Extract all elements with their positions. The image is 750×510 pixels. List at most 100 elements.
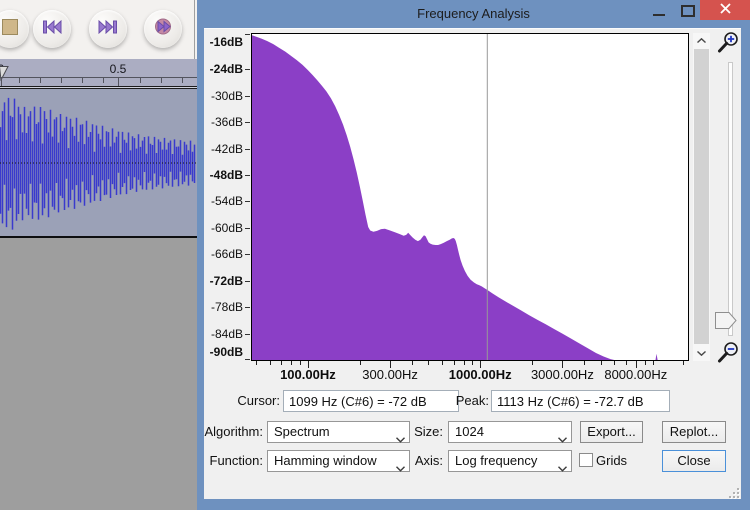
magnifier-minus-icon xyxy=(718,342,738,363)
playhead-marker[interactable] xyxy=(0,66,9,86)
frequency-analysis-dialog: Frequency Analysis -16dB -24dB -30dB -36dB -… xyxy=(197,0,750,510)
frequency-axis-tick xyxy=(625,361,627,365)
workspace-background xyxy=(0,238,197,510)
zoom-slider-thumb[interactable] xyxy=(715,312,737,329)
db-axis-tick xyxy=(245,280,250,282)
frequency-axis-tick xyxy=(614,361,616,365)
spectrum-chart xyxy=(252,34,688,360)
db-axis-label: -84dB xyxy=(210,326,243,341)
db-axis-tick xyxy=(245,174,250,176)
close-icon xyxy=(719,1,731,19)
chevron-down-icon xyxy=(558,458,567,478)
frequency-axis-label: 300.00Hz xyxy=(362,367,418,382)
db-axis-tick xyxy=(245,227,250,229)
timeline-ruler[interactable]: 0 0.5 xyxy=(0,59,197,89)
db-axis-label: -36dB xyxy=(210,115,243,130)
skip-to-end-icon xyxy=(98,19,118,39)
db-axis-label: -60dB xyxy=(210,220,243,235)
zoom-slider-track[interactable] xyxy=(728,62,733,336)
ruler-major-tick xyxy=(1,78,2,87)
resize-grip[interactable] xyxy=(725,486,741,500)
chevron-down-icon xyxy=(697,351,706,356)
size-select[interactable]: 1024 xyxy=(448,421,572,443)
track-bottom-border xyxy=(0,236,197,238)
axis-select[interactable]: Log frequency xyxy=(448,450,572,472)
db-axis-label: -24dB xyxy=(209,62,243,77)
db-axis-label: -66dB xyxy=(210,247,243,262)
minimize-button[interactable] xyxy=(644,0,673,21)
close-button[interactable]: Close xyxy=(662,450,726,472)
track-border xyxy=(0,87,197,88)
frequency-axis-tick xyxy=(453,361,455,365)
frequency-axis-tick xyxy=(480,361,482,368)
frequency-axis-tick xyxy=(472,361,474,365)
ruler-tick xyxy=(161,78,162,83)
skip-to-end-button[interactable] xyxy=(89,10,127,48)
frequency-axis-label: 8000.00Hz xyxy=(604,367,668,382)
frequency-axis-tick xyxy=(359,361,361,365)
magnifier-plus-icon xyxy=(718,32,738,53)
db-axis-tick xyxy=(245,254,250,256)
axis-label: Axis: xyxy=(414,453,443,468)
maximize-icon xyxy=(680,4,695,17)
frequency-axis-tick xyxy=(307,361,309,368)
function-select[interactable]: Hamming window xyxy=(267,450,410,472)
skip-to-start-button[interactable] xyxy=(33,10,71,48)
replot-button[interactable]: Replot... xyxy=(662,421,726,443)
frequency-axis-tick xyxy=(256,361,257,365)
frequency-axis-tick xyxy=(682,361,684,365)
zoom-out-button[interactable] xyxy=(716,340,742,366)
frequency-axis-tick xyxy=(291,361,293,365)
algorithm-value: Spectrum xyxy=(274,424,330,439)
cursor-value-field[interactable] xyxy=(283,390,459,412)
stop-icon xyxy=(1,18,19,41)
frequency-axis-tick xyxy=(281,361,283,365)
db-axis-tick xyxy=(245,359,250,360)
db-axis-tick xyxy=(245,122,250,124)
db-axis-tick xyxy=(245,307,250,309)
track-border xyxy=(0,88,197,89)
waveform-track[interactable] xyxy=(0,89,197,236)
dialog-content: -16dB -24dB -30dB -36dB -42dB -48dB -54dB -60dB… xyxy=(204,28,741,499)
plot-scrollbar[interactable] xyxy=(693,33,710,361)
ruler-tick xyxy=(61,78,62,83)
algorithm-label: Algorithm: xyxy=(204,424,263,439)
db-axis-tick xyxy=(245,69,250,71)
frequency-axis-tick xyxy=(584,361,585,365)
db-axis-tick xyxy=(245,95,250,97)
record-button[interactable] xyxy=(144,10,182,48)
db-axis-label: -42dB xyxy=(210,141,243,156)
db-axis-label: -48dB xyxy=(209,167,243,182)
frequency-axis-tick xyxy=(442,361,443,365)
algorithm-select[interactable]: Spectrum xyxy=(267,421,410,443)
grids-checkbox[interactable] xyxy=(579,453,593,467)
frequency-axis-tick xyxy=(390,361,392,368)
export-button[interactable]: Export... xyxy=(580,421,643,443)
db-axis-tick xyxy=(245,201,250,203)
db-axis-label: -30dB xyxy=(210,88,243,103)
zoom-in-button[interactable] xyxy=(716,30,742,56)
chevron-down-icon xyxy=(396,458,405,478)
db-axis-label: -78dB xyxy=(210,300,243,315)
scroll-up-button[interactable] xyxy=(693,33,710,48)
frequency-axis-tick xyxy=(562,361,564,368)
scroll-thumb[interactable] xyxy=(694,49,709,344)
frequency-axis-tick xyxy=(635,361,637,368)
ruler-tick xyxy=(19,78,20,83)
frequency-axis-tick xyxy=(532,361,534,365)
function-value: Hamming window xyxy=(274,453,377,468)
toolbar-divider xyxy=(194,0,195,59)
frequency-axis-tick xyxy=(300,361,301,365)
scroll-down-button[interactable] xyxy=(693,346,710,361)
chevron-up-icon xyxy=(697,38,706,43)
maximize-button[interactable] xyxy=(673,0,702,21)
close-window-button[interactable] xyxy=(700,0,750,20)
ruler-tick xyxy=(103,78,104,83)
dialog-titlebar[interactable]: Frequency Analysis xyxy=(197,0,750,28)
chevron-down-icon xyxy=(396,429,405,449)
frequency-axis-tick xyxy=(463,361,465,365)
frequency-axis-label: 1000.00Hz xyxy=(448,367,512,382)
peak-value-field[interactable] xyxy=(491,390,670,412)
stop-button[interactable] xyxy=(0,10,29,48)
